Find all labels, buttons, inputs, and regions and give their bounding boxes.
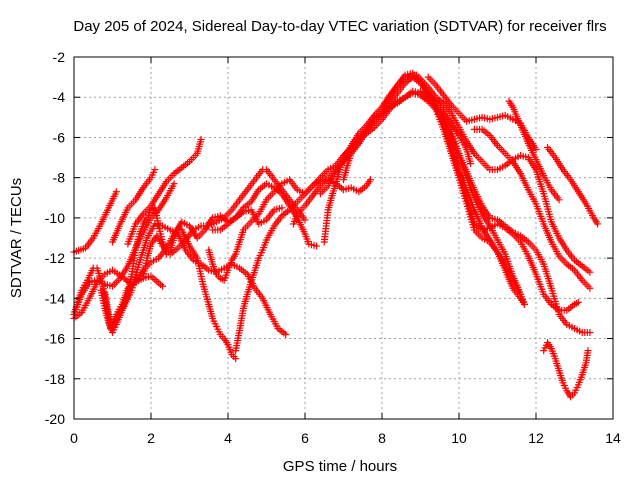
data-point [574, 298, 582, 306]
data-point [555, 196, 563, 204]
data-point [586, 329, 594, 337]
data-point [282, 331, 290, 339]
y-tick-label: -18 [45, 371, 65, 387]
y-tick-label: -10 [45, 210, 65, 226]
x-axis-ticks: 0 2 4 6 8 10 12 14 [70, 57, 621, 446]
data-point [301, 216, 309, 224]
x-tick-label: 14 [605, 430, 621, 446]
x-tick-label: 12 [528, 430, 544, 446]
data-point [170, 180, 178, 188]
y-tick-label: -8 [53, 170, 66, 186]
data-point [520, 300, 528, 308]
x-axis-label: GPS time / hours [283, 458, 397, 475]
data-point [584, 347, 592, 355]
x-tick-label: 2 [147, 430, 155, 446]
plot-frame [73, 56, 614, 420]
data-point [112, 188, 120, 196]
y-tick-label: -12 [45, 250, 65, 266]
x-tick-label: 6 [301, 430, 309, 446]
data-point [586, 284, 594, 292]
y-tick-label: -4 [53, 89, 66, 105]
y-tick-label: -20 [45, 411, 65, 427]
chart-title: Day 205 of 2024, Sidereal Day-to-day VTE… [73, 18, 606, 35]
y-tick-label: -16 [45, 331, 65, 347]
y-tick-label: -2 [53, 49, 66, 65]
y-axis-ticks: -2 -4 -6 -8 -10 -12 -14 -16 -18 -20 [45, 49, 613, 427]
y-tick-label: -6 [53, 129, 66, 145]
x-tick-label: 4 [224, 430, 232, 446]
y-axis-label: SDTVAR / TECUs [8, 178, 25, 298]
data-point [467, 160, 475, 168]
data-point [151, 166, 159, 174]
data-markers [70, 69, 602, 401]
x-tick-label: 10 [451, 430, 467, 446]
x-tick-label: 0 [70, 430, 78, 446]
data-point [532, 146, 540, 154]
data-point [197, 135, 205, 143]
data-point [594, 220, 602, 228]
data-point [159, 282, 167, 290]
data-point [586, 268, 594, 276]
y-tick-label: -14 [45, 290, 65, 306]
x-tick-label: 8 [378, 430, 386, 446]
data-point [232, 355, 240, 363]
data-point [366, 176, 374, 184]
data-point [278, 204, 286, 212]
data-point [313, 242, 321, 250]
